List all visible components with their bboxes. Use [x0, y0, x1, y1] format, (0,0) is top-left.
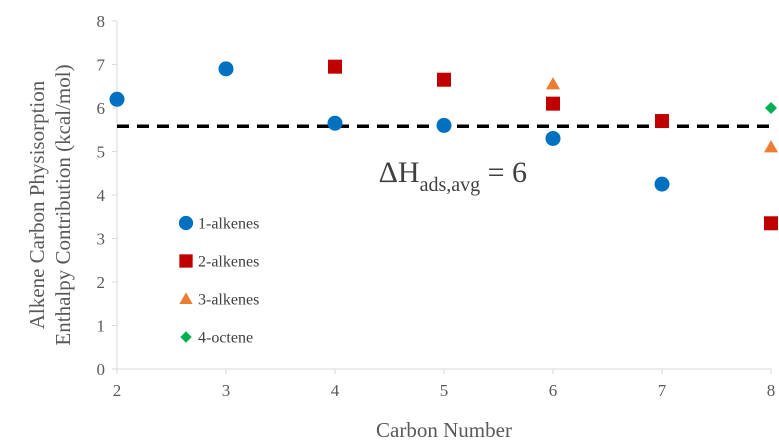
- x-tick-label: 5: [440, 381, 449, 400]
- legend-label-2-alkenes: 2-alkenes: [198, 254, 259, 271]
- legend-marker-4-octene: [180, 331, 192, 343]
- y-tick-label: 3: [97, 230, 106, 249]
- average-enthalpy-annotation: ΔHads,avg = 6: [379, 156, 527, 196]
- annotation-main: ΔH: [379, 156, 420, 189]
- data-point-2-alkenes: [328, 59, 342, 74]
- legend-marker-3-alkenes: [179, 292, 193, 304]
- legend-label-1-alkenes: 1-alkenes: [198, 216, 259, 233]
- legend-label-4-octene: 4-octene: [198, 330, 253, 347]
- data-point-2-alkenes: [437, 72, 451, 87]
- x-tick-label: 8: [767, 381, 776, 400]
- data-point-2-alkenes: [546, 96, 560, 111]
- data-point-1-alkenes: [654, 176, 670, 192]
- x-tick-label: 4: [331, 381, 340, 400]
- data-point-1-alkenes: [327, 115, 343, 131]
- y-tick-label: 4: [97, 186, 106, 205]
- y-axis-title-line-1: Alkene Carbon Physisorption: [25, 80, 49, 329]
- y-axis-title: Alkene Carbon Physisorption Enthalpy Con…: [25, 64, 75, 345]
- y-tick-label: 8: [97, 12, 106, 31]
- data-point-1-alkenes: [545, 130, 561, 146]
- data-point-1-alkenes: [109, 91, 125, 107]
- data-point-3-alkenes: [764, 140, 778, 153]
- data-point-2-alkenes: [655, 114, 669, 129]
- x-tick-label: 7: [658, 381, 667, 400]
- legend-marker-2-alkenes: [179, 254, 193, 268]
- x-tick-label: 6: [549, 381, 558, 400]
- data-point-1-alkenes: [218, 61, 234, 77]
- legend: 1-alkenes 2-alkenes 3-alkenes 4-octene: [178, 215, 259, 347]
- x-tick-label: 2: [113, 381, 122, 400]
- chart-labels: Carbon Number Alkene Carbon Physisorptio…: [25, 64, 527, 442]
- y-tick-label: 5: [97, 143, 106, 162]
- data-points: [109, 59, 778, 231]
- data-point-1-alkenes: [436, 117, 452, 133]
- legend-marker-1-alkenes: [178, 215, 194, 231]
- x-tick-label: 3: [222, 381, 231, 400]
- y-tick-label: 7: [97, 56, 106, 75]
- y-axis-title-line-2: Enthalpy Contribution (kcal/mol): [51, 64, 75, 345]
- data-point-2-alkenes: [764, 216, 778, 231]
- legend-label-3-alkenes: 3-alkenes: [198, 292, 259, 309]
- x-axis-title: Carbon Number: [376, 418, 512, 442]
- y-tick-label: 6: [97, 99, 106, 118]
- y-tick-label: 1: [97, 317, 106, 336]
- data-point-4-octene: [765, 102, 777, 114]
- y-tick-label: 0: [97, 360, 106, 379]
- axes: 0 1 2 3 4 5 6 7 8 2 3 4 5 6 7 8: [97, 12, 776, 400]
- data-point-3-alkenes: [546, 77, 560, 90]
- y-tick-label: 2: [97, 273, 106, 292]
- annotation-value: = 6: [480, 156, 527, 189]
- annotation-subscript: ads,avg: [420, 174, 481, 196]
